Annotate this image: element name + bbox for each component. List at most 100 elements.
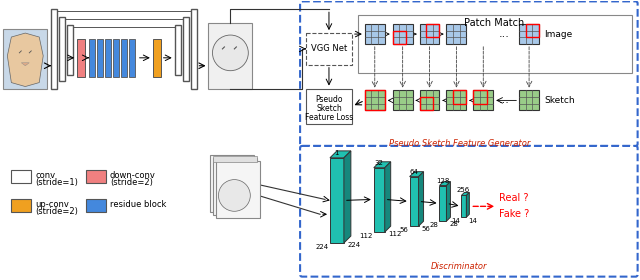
Bar [216,161,260,218]
Text: (stride=2): (stride=2) [35,207,78,216]
Bar [175,25,180,75]
Text: (stride=1): (stride=1) [35,178,78,187]
Polygon shape [374,168,385,232]
Polygon shape [440,186,447,221]
Text: 256: 256 [457,188,470,193]
Text: Pseudo: Pseudo [316,95,342,104]
Bar [51,9,57,88]
Text: Real ?: Real ? [499,193,529,203]
FancyBboxPatch shape [300,1,637,146]
Text: 64: 64 [409,169,418,175]
Polygon shape [447,182,451,221]
Polygon shape [374,162,390,168]
Bar [3,29,47,88]
Bar [420,24,440,44]
Text: (stride=2): (stride=2) [110,178,153,187]
Polygon shape [330,158,344,243]
Text: ...: ... [499,95,509,105]
Text: 56: 56 [400,227,408,233]
Bar [86,170,106,183]
Bar [453,90,467,104]
Text: residue block: residue block [110,200,166,209]
Polygon shape [385,162,390,232]
Bar [365,24,385,44]
Bar [519,90,539,110]
Bar [426,24,440,37]
Bar [474,90,493,110]
Bar [77,39,85,77]
Bar [306,33,352,65]
Text: 28: 28 [449,221,458,227]
FancyBboxPatch shape [300,146,637,277]
Text: up-conv: up-conv [35,200,69,209]
Bar [214,158,257,215]
Polygon shape [461,195,467,217]
Bar [182,17,189,81]
Text: 112: 112 [360,233,372,239]
Text: ...: ... [499,29,509,39]
Text: Discriminator: Discriminator [431,262,488,271]
Bar [191,9,196,88]
Text: Sketch: Sketch [544,96,575,105]
Bar [447,90,467,110]
Text: 32: 32 [374,160,383,166]
Bar [59,17,65,81]
Bar [86,199,106,212]
Bar [113,39,119,77]
Bar [12,170,31,183]
Text: 56: 56 [422,226,431,232]
Polygon shape [344,151,351,243]
Text: down-conv: down-conv [110,171,156,180]
Text: VGG Net: VGG Net [311,45,347,53]
Text: Patch Match: Patch Match [464,18,524,28]
Polygon shape [467,192,469,217]
Bar [526,24,539,37]
Text: Sketch: Sketch [316,104,342,113]
Polygon shape [330,151,351,158]
Bar [129,39,135,77]
Polygon shape [410,177,419,226]
Circle shape [212,35,248,71]
Circle shape [218,179,250,211]
Bar [365,90,385,110]
Bar [211,155,254,212]
Text: Feature Loss: Feature Loss [305,113,353,122]
Bar [393,24,413,44]
Text: Image: Image [544,30,572,39]
Bar [474,90,486,104]
Text: 112: 112 [388,231,402,237]
Bar [97,39,103,77]
Text: 28: 28 [429,222,438,228]
Bar [67,25,73,75]
Text: conv: conv [35,171,56,180]
Text: 1: 1 [335,150,339,156]
Text: 224: 224 [348,242,361,248]
Text: 224: 224 [316,244,329,250]
Bar [209,23,252,88]
Bar [306,88,352,124]
Bar [12,199,31,212]
Bar [519,24,539,44]
Polygon shape [461,192,469,195]
Polygon shape [419,172,424,226]
Bar [153,39,161,77]
Polygon shape [410,172,424,177]
Text: Pseudo Sketch Feature Generator: Pseudo Sketch Feature Generator [388,139,530,148]
Bar [420,97,433,110]
Polygon shape [440,182,451,186]
Bar [214,156,257,162]
Bar [393,31,406,44]
Text: 14: 14 [451,218,460,224]
Bar [121,39,127,77]
Bar [89,39,95,77]
Text: Fake ?: Fake ? [499,209,529,219]
Text: 128: 128 [436,178,449,184]
Polygon shape [8,33,44,87]
Bar [365,90,385,110]
Text: 14: 14 [468,218,477,224]
Polygon shape [21,63,29,66]
Bar [393,90,413,110]
Bar [358,15,632,73]
Bar [105,39,111,77]
Bar [447,24,467,44]
